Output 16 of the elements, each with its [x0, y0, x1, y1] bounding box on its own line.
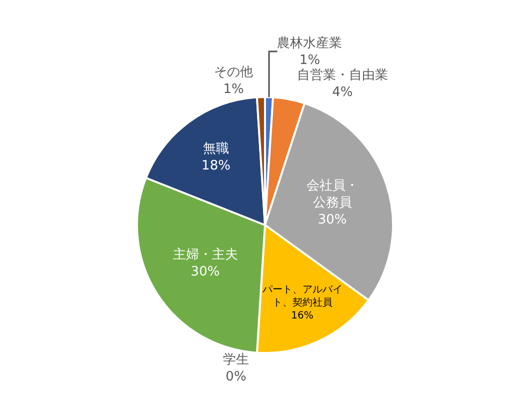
text: 0% — [226, 370, 246, 385]
slice-label: 主婦・主夫 — [172, 246, 238, 262]
data-label: 1% — [223, 82, 244, 98]
slice-label: 会社員・公務員 — [306, 178, 358, 211]
data-label: 4% — [332, 84, 353, 100]
data-label: 16% — [291, 310, 314, 322]
data-label: 18% — [202, 158, 230, 174]
slice-label: 農林水産業 — [277, 35, 342, 52]
slice-label: 自営業・自由業 — [296, 68, 388, 83]
slice-label: その他 — [214, 65, 254, 80]
data-label: 30% — [190, 264, 220, 280]
category-label: 学生 — [222, 352, 249, 368]
data-label: 1% — [299, 52, 320, 68]
slice-label: パート、アルバイト、契約社員 — [261, 284, 342, 309]
slice-label: 無職 — [203, 142, 230, 157]
data-label: 30% — [318, 212, 347, 228]
